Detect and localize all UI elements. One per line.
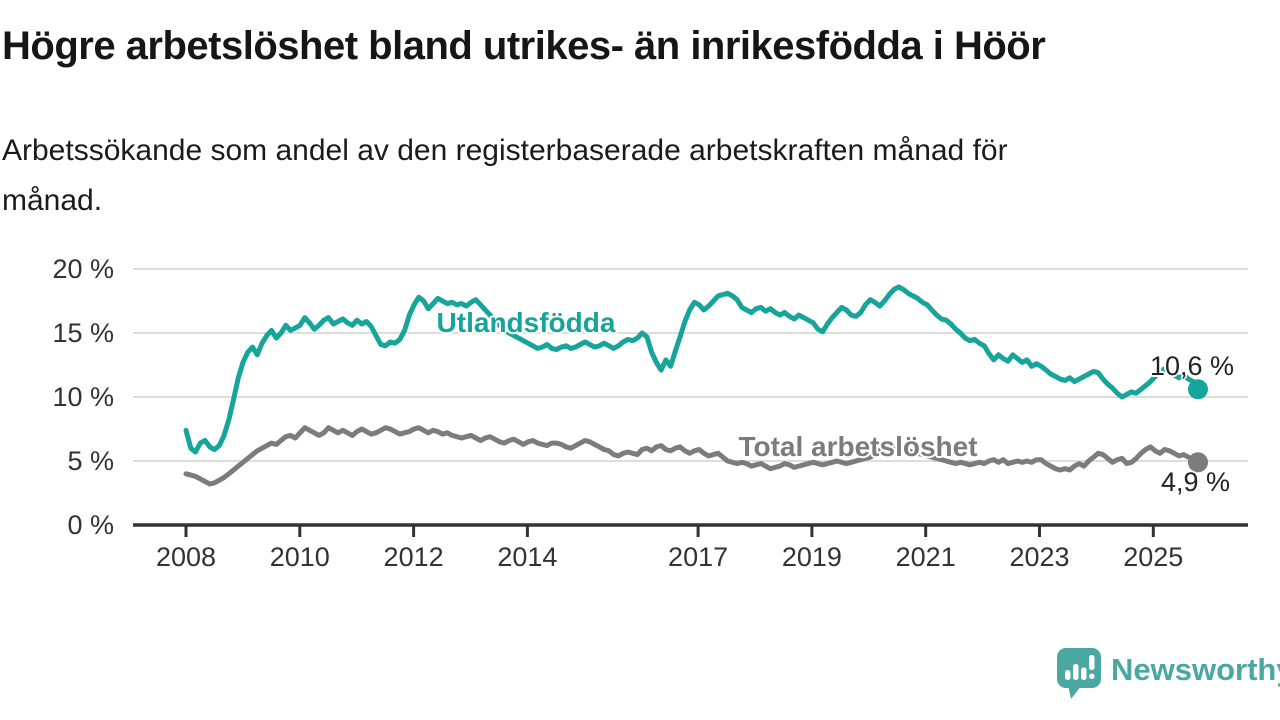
x-axis-tick-label: 2025	[1123, 542, 1184, 572]
axis-ticks	[184, 526, 1155, 537]
newsworthy-logo: Newsworthy	[1056, 647, 1280, 700]
newsworthy-speech-bubble-chart-icon	[1057, 648, 1101, 699]
y-axis-tick-label: 20 %	[52, 254, 114, 284]
x-axis-tick-label: 2014	[497, 542, 558, 572]
x-axis-tick-label: 2010	[269, 542, 330, 572]
x-axis-tick-label: 2021	[895, 542, 956, 572]
x-axis-tick-label: 2008	[155, 542, 217, 572]
y-axis-tick-label: 15 %	[52, 318, 114, 348]
y-axis-tick-label: 0 %	[67, 510, 114, 540]
data-series-lines	[183, 284, 1208, 487]
x-axis-tick-label: 2019	[781, 542, 842, 572]
gridlines	[133, 268, 1248, 527]
chart-title: Högre arbetslöshet bland utrikes- än inr…	[2, 24, 1046, 68]
end-value-label-total: 4,9 %	[1160, 467, 1230, 497]
newsworthy-logo-text: Newsworthy	[1111, 652, 1280, 687]
series-label-total-arbetsloshet: Total arbetslöshet	[738, 431, 978, 462]
y-axis-tick-label: 5 %	[67, 446, 114, 476]
end-value-label-utlandsfodda: 10,6 %	[1149, 351, 1234, 381]
x-axis-tick-label: 2017	[668, 542, 729, 572]
x-axis-tick-label: 2012	[383, 542, 444, 572]
x-axis-tick-label: 2023	[1009, 542, 1070, 572]
y-axis-tick-label: 10 %	[52, 382, 114, 412]
series-label-utlandsfodda: Utlandsfödda	[436, 307, 616, 338]
chart-subtitle: Arbetssökande som andel av den registerb…	[2, 134, 1008, 217]
